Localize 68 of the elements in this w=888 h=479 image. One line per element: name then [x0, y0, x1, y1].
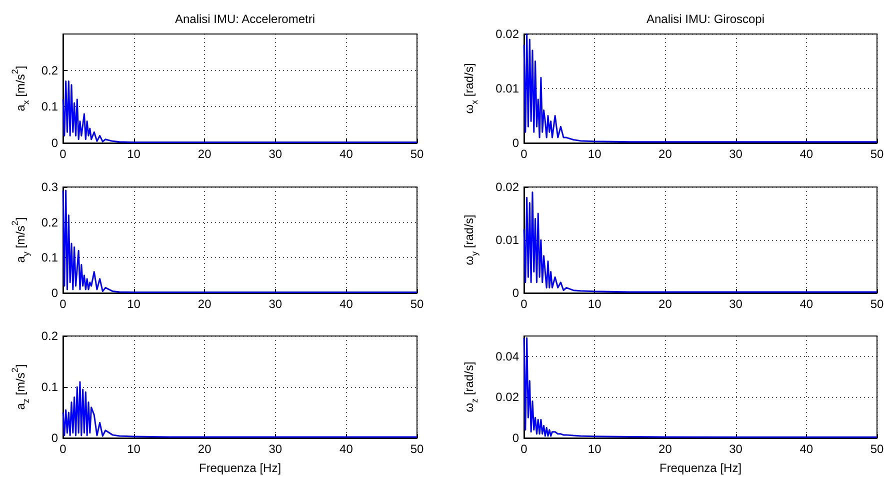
x-tick-label: 10 — [127, 147, 141, 161]
x-tick-label: 10 — [127, 297, 141, 311]
x-tick-label: 0 — [520, 147, 528, 161]
y-tick-label: 0 — [51, 431, 58, 445]
y-axis-title: ax [m/s2] — [10, 66, 31, 112]
y-tick-label: 0.1 — [41, 380, 58, 394]
x-tick-label: 50 — [410, 442, 424, 456]
x-tick-label: 50 — [410, 147, 424, 161]
x-tick-label: 20 — [658, 147, 672, 161]
x-tick-label: 20 — [658, 442, 672, 456]
x-tick-label: 0 — [60, 442, 67, 456]
y-tick-label: 0.01 — [496, 82, 520, 96]
y-tick-label: 0 — [51, 136, 58, 150]
y-tick-label: 0.02 — [496, 180, 520, 194]
y-tick-label: 0 — [512, 286, 520, 300]
y-tick-label: 0 — [512, 136, 520, 150]
x-tick-label: 10 — [588, 147, 602, 161]
x-tick-label: 0 — [520, 297, 528, 311]
line-series — [523, 337, 878, 438]
y-tick-label: 0.1 — [41, 250, 58, 265]
y-tick-label: 0.02 — [496, 390, 520, 404]
x-tick-label: 10 — [127, 442, 141, 456]
x-tick-label: 20 — [198, 297, 212, 311]
x-tick-label: 30 — [729, 442, 743, 456]
y-tick-label: 0.1 — [41, 100, 58, 114]
x-tick-label: 40 — [800, 147, 814, 161]
y-tick-label: 0.3 — [41, 180, 58, 194]
x-tick-label: 20 — [198, 442, 212, 456]
y-tick-label: 0.2 — [41, 215, 58, 230]
x-tick-label: 30 — [268, 147, 282, 161]
x-tick-label: 30 — [729, 297, 743, 311]
y-tick-label: 0.02 — [496, 27, 520, 41]
x-tick-label: 30 — [268, 442, 282, 456]
x-tick-label: 40 — [800, 297, 814, 311]
x-tick-label: 40 — [800, 442, 814, 456]
x-tick-label: 50 — [870, 442, 884, 456]
y-axis-title: ωx [rad/s] — [462, 63, 480, 114]
line-series — [523, 33, 878, 143]
x-tick-label: 30 — [268, 297, 282, 311]
x-tick-label: 40 — [340, 442, 354, 456]
x-tick-label: 40 — [340, 297, 354, 311]
x-tick-label: 0 — [60, 147, 67, 161]
x-tick-label: 0 — [60, 297, 67, 311]
x-tick-label: 50 — [870, 297, 884, 311]
x-tick-label: 0 — [520, 442, 528, 456]
x-tick-label: 20 — [658, 297, 672, 311]
y-axis-title: ωz [rad/s] — [462, 362, 480, 412]
x-tick-label: 50 — [870, 147, 884, 161]
x-tick-label: 40 — [340, 147, 354, 161]
y-tick-label: 0.04 — [496, 349, 520, 364]
x-tick-label: 10 — [588, 297, 602, 311]
y-tick-label: 0.2 — [41, 329, 58, 343]
y-tick-label: 0.01 — [496, 233, 520, 247]
y-axis-title: ωy [rad/s] — [462, 214, 480, 266]
y-tick-label: 0.2 — [41, 63, 58, 78]
x-tick-label: 20 — [198, 147, 212, 161]
y-tick-label: 0 — [51, 286, 58, 300]
y-axis-title: az [m/s2] — [10, 364, 31, 410]
x-tick-label: 10 — [588, 442, 602, 456]
line-series — [62, 190, 418, 294]
x-tick-label: 30 — [729, 147, 743, 161]
x-axis-title: Frequenza [Hz] — [659, 461, 742, 475]
y-axis-title: ay [m/s2] — [10, 217, 31, 263]
chart-title: Analisi IMU: Giroscopi — [646, 12, 765, 26]
y-tick-label: 0 — [512, 431, 520, 445]
x-tick-label: 50 — [410, 297, 424, 311]
x-axis-title: Frequenza [Hz] — [198, 461, 282, 475]
chart-title: Analisi IMU: Accelerometri — [174, 12, 316, 26]
